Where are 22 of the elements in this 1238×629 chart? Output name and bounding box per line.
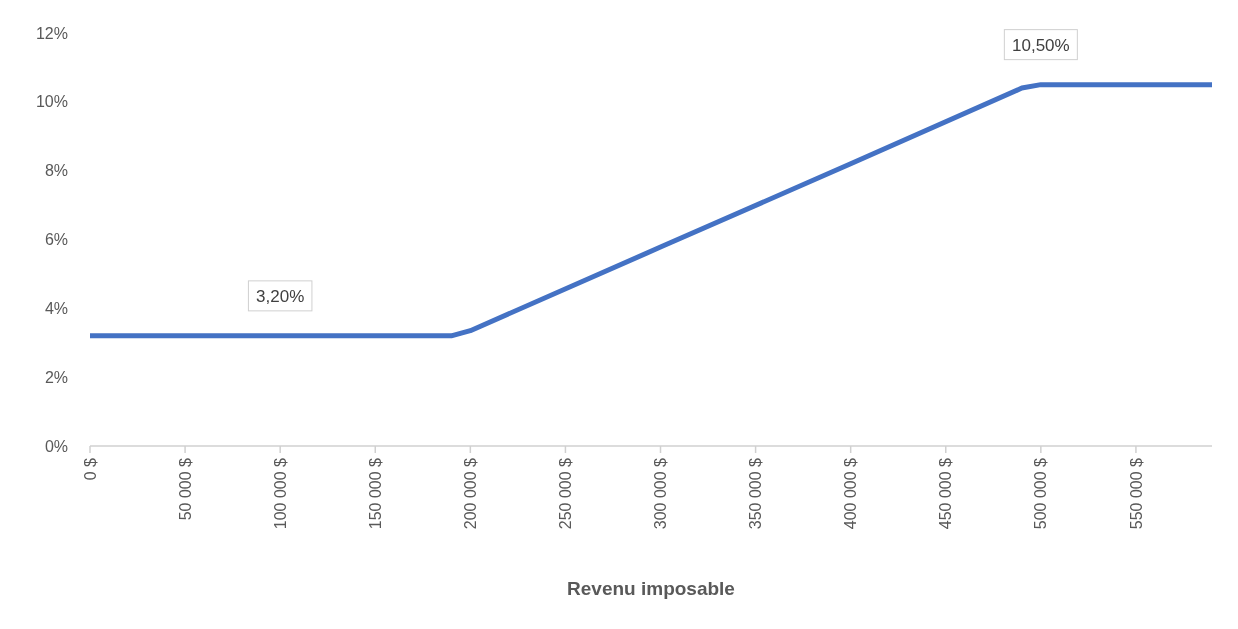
x-tick-label: 200 000 $	[461, 457, 479, 530]
y-tick-label: 4%	[44, 299, 68, 317]
x-tick-label: 300 000 $	[652, 457, 670, 530]
y-tick-label: 8%	[44, 162, 68, 180]
x-tick-label: 350 000 $	[747, 457, 765, 530]
x-tick-label: 100 000 $	[271, 457, 289, 530]
y-tick-label: 6%	[44, 231, 68, 249]
x-tick-label: 550 000 $	[1127, 457, 1145, 530]
x-axis-title: Revenu imposable	[567, 578, 735, 599]
x-tick-label: 400 000 $	[842, 457, 860, 530]
y-tick-label: 2%	[44, 368, 68, 386]
x-tick-label: 0 $	[81, 457, 99, 481]
x-tick-label: 250 000 $	[557, 457, 575, 530]
annotation: 3,20%	[256, 286, 305, 306]
x-tick-label: 50 000 $	[176, 457, 194, 521]
y-tick-label: 10%	[35, 93, 68, 111]
y-tick-label: 0%	[44, 437, 68, 455]
x-tick-label: 150 000 $	[366, 457, 384, 530]
x-tick-label: 500 000 $	[1032, 457, 1050, 530]
y-tick-label: 12%	[35, 24, 68, 42]
x-tick-label: 450 000 $	[937, 457, 955, 530]
annotation: 10,50%	[1012, 35, 1070, 55]
